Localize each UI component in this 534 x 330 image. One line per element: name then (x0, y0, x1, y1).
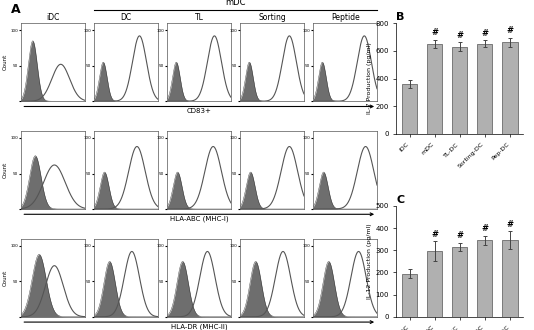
Bar (477, 44, 492, 134)
Text: mDC: mDC (225, 0, 246, 7)
Title: iDC: iDC (46, 13, 60, 22)
Y-axis label: Count: Count (2, 162, 7, 178)
Text: #: # (507, 220, 514, 229)
Bar (402, 84, 417, 134)
Text: HLA-DR (MHC-II): HLA-DR (MHC-II) (171, 324, 227, 330)
Text: HLA-ABC (MHC-I): HLA-ABC (MHC-I) (170, 216, 229, 222)
Text: C: C (396, 195, 404, 205)
Bar (427, 44, 442, 134)
Text: #: # (482, 29, 489, 38)
Bar (452, 247, 467, 317)
Text: #: # (507, 26, 514, 35)
Bar (402, 274, 417, 317)
Text: #: # (457, 231, 464, 240)
Bar (427, 251, 442, 317)
Text: CD83+: CD83+ (187, 108, 211, 114)
Bar (477, 240, 492, 317)
Y-axis label: Count: Count (2, 54, 7, 70)
Y-axis label: Count: Count (2, 270, 7, 286)
Bar (502, 43, 517, 134)
Text: #: # (431, 28, 438, 37)
Bar (502, 240, 517, 317)
Title: Sorting: Sorting (258, 13, 286, 22)
Text: #: # (482, 224, 489, 233)
Y-axis label: IL-12 Production (pg/ml): IL-12 Production (pg/ml) (367, 223, 372, 299)
Text: #: # (431, 230, 438, 239)
Title: TL: TL (195, 13, 203, 22)
Bar (452, 47, 467, 134)
Title: DC: DC (121, 13, 132, 22)
Title: Peptide: Peptide (331, 13, 359, 22)
Text: A: A (11, 3, 20, 16)
Y-axis label: IL-7 Production (pg/ml): IL-7 Production (pg/ml) (367, 43, 372, 115)
Text: #: # (457, 31, 464, 40)
Text: B: B (396, 12, 405, 22)
